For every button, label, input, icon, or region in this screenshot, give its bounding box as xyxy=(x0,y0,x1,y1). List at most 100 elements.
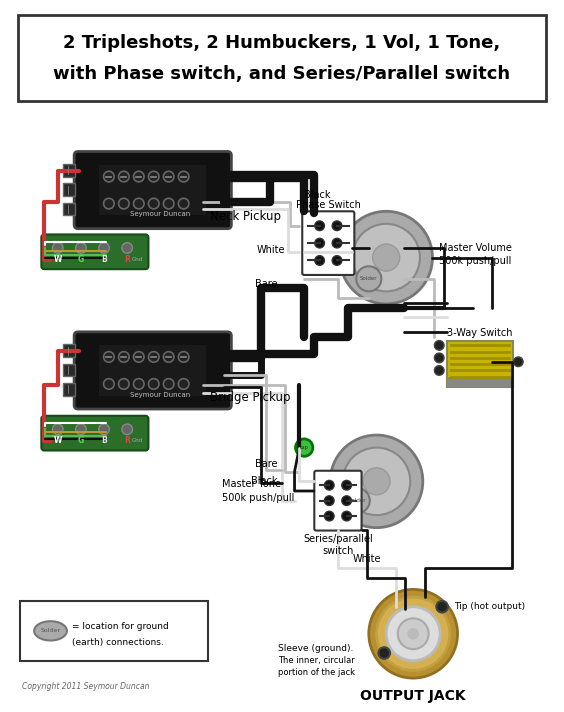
Text: R: R xyxy=(124,436,130,445)
Text: R: R xyxy=(124,255,130,264)
Text: 3-Way Switch: 3-Way Switch xyxy=(447,328,513,337)
Circle shape xyxy=(332,256,342,266)
Text: Solder: Solder xyxy=(349,498,366,503)
Circle shape xyxy=(134,198,144,209)
Circle shape xyxy=(134,172,144,182)
Circle shape xyxy=(315,256,324,266)
Text: Solder: Solder xyxy=(41,629,60,634)
FancyBboxPatch shape xyxy=(17,14,547,101)
Text: cap: cap xyxy=(300,445,309,450)
Circle shape xyxy=(332,239,342,248)
Circle shape xyxy=(332,221,342,231)
Bar xyxy=(63,383,75,396)
Text: |: | xyxy=(68,347,70,356)
Text: Solder: Solder xyxy=(360,276,377,281)
Circle shape xyxy=(324,496,334,506)
Circle shape xyxy=(134,352,144,362)
Circle shape xyxy=(513,357,523,367)
Text: B: B xyxy=(101,436,107,445)
Circle shape xyxy=(148,352,159,362)
Bar xyxy=(447,377,513,387)
Circle shape xyxy=(118,379,129,389)
Circle shape xyxy=(164,352,174,362)
Text: Copyright 2011 Seymour Duncan: Copyright 2011 Seymour Duncan xyxy=(21,682,149,691)
FancyBboxPatch shape xyxy=(74,152,231,229)
Circle shape xyxy=(331,435,423,528)
Circle shape xyxy=(377,597,450,671)
Circle shape xyxy=(434,366,444,375)
Circle shape xyxy=(343,448,410,515)
Circle shape xyxy=(178,379,189,389)
Text: W: W xyxy=(54,255,62,264)
Circle shape xyxy=(356,266,381,291)
Bar xyxy=(99,345,206,396)
Circle shape xyxy=(52,424,63,434)
Text: Bare: Bare xyxy=(255,278,277,288)
Bar xyxy=(63,345,75,357)
Circle shape xyxy=(378,647,390,659)
Text: |: | xyxy=(68,366,70,375)
Circle shape xyxy=(104,198,114,209)
FancyBboxPatch shape xyxy=(302,211,354,275)
Text: with Phase switch, and Series/Parallel switch: with Phase switch, and Series/Parallel s… xyxy=(54,66,510,83)
Text: = location for ground: = location for ground xyxy=(72,622,169,632)
Text: Black: Black xyxy=(250,476,277,486)
Circle shape xyxy=(99,424,109,434)
Text: White: White xyxy=(352,553,381,563)
Circle shape xyxy=(118,352,129,362)
Circle shape xyxy=(52,243,63,253)
Text: 500k push/pull: 500k push/pull xyxy=(222,493,294,503)
Bar xyxy=(63,203,75,215)
Circle shape xyxy=(434,353,444,362)
Circle shape xyxy=(342,511,351,521)
Circle shape xyxy=(345,488,370,513)
Circle shape xyxy=(148,198,159,209)
Text: Seymour Duncan: Seymour Duncan xyxy=(130,392,191,397)
Circle shape xyxy=(148,379,159,389)
Bar xyxy=(99,165,206,215)
Circle shape xyxy=(398,618,429,649)
Text: Phase Switch: Phase Switch xyxy=(296,199,361,209)
Text: |: | xyxy=(68,186,70,194)
Text: Master Volume: Master Volume xyxy=(439,243,512,253)
Text: |: | xyxy=(68,385,70,394)
Circle shape xyxy=(373,244,400,271)
FancyBboxPatch shape xyxy=(74,332,231,409)
FancyBboxPatch shape xyxy=(314,471,362,530)
Text: (earth) connections.: (earth) connections. xyxy=(72,638,164,647)
Text: Master Tone: Master Tone xyxy=(222,479,281,489)
Circle shape xyxy=(407,628,419,639)
Text: The inner, circular: The inner, circular xyxy=(278,656,355,665)
Text: G: G xyxy=(78,436,84,445)
Circle shape xyxy=(178,198,189,209)
Text: Seymour Duncan: Seymour Duncan xyxy=(130,211,191,217)
Circle shape xyxy=(296,439,313,456)
Text: OUTPUT JACK: OUTPUT JACK xyxy=(360,689,466,703)
Bar xyxy=(63,164,75,177)
Circle shape xyxy=(118,172,129,182)
Circle shape xyxy=(363,468,390,495)
Text: switch: switch xyxy=(322,546,354,556)
Circle shape xyxy=(342,481,351,490)
Circle shape xyxy=(122,243,133,253)
Text: 2 Tripleshots, 2 Humbuckers, 1 Vol, 1 Tone,: 2 Tripleshots, 2 Humbuckers, 1 Vol, 1 To… xyxy=(63,34,501,53)
Circle shape xyxy=(76,243,86,253)
Text: White: White xyxy=(257,245,285,255)
Circle shape xyxy=(324,481,334,490)
Circle shape xyxy=(324,511,334,521)
Circle shape xyxy=(437,601,448,612)
Text: W: W xyxy=(54,436,62,445)
FancyBboxPatch shape xyxy=(41,416,148,451)
Circle shape xyxy=(104,379,114,389)
Bar xyxy=(63,183,75,196)
Circle shape xyxy=(122,424,133,434)
Circle shape xyxy=(104,172,114,182)
Circle shape xyxy=(386,607,440,661)
Text: |: | xyxy=(68,205,70,214)
Circle shape xyxy=(178,352,189,362)
Circle shape xyxy=(118,198,129,209)
Circle shape xyxy=(164,198,174,209)
Ellipse shape xyxy=(34,621,67,641)
Text: Bare: Bare xyxy=(255,459,277,469)
Circle shape xyxy=(315,239,324,248)
